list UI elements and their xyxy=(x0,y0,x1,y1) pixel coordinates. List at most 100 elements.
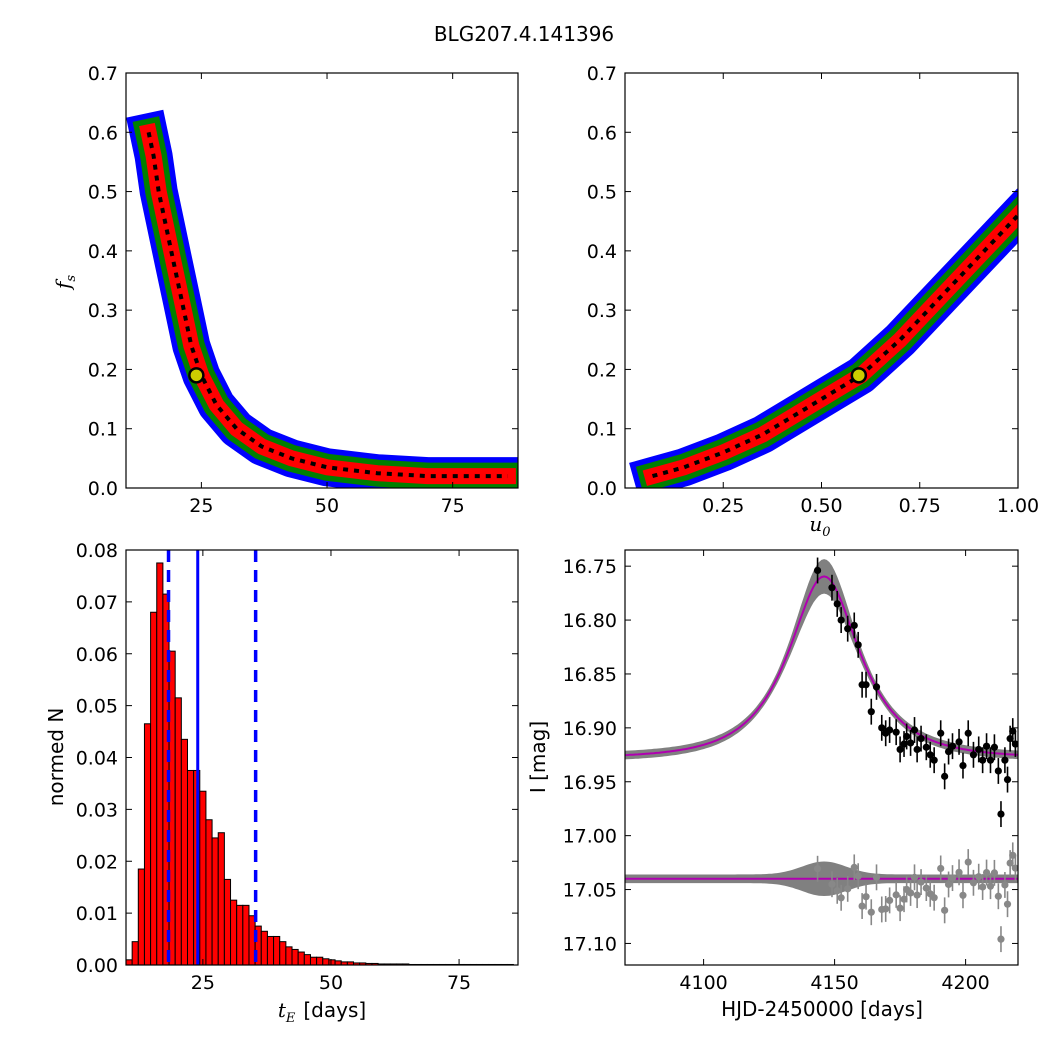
histogram-bar xyxy=(143,723,152,966)
residual-point xyxy=(997,935,1005,943)
figure-title: BLG207.4.141396 xyxy=(434,22,614,46)
residual-point xyxy=(892,891,900,899)
data-point xyxy=(1006,735,1014,743)
y-tick-label: 0.06 xyxy=(76,644,118,666)
plot-area xyxy=(625,557,1018,953)
confidence-regions xyxy=(629,188,1018,488)
histogram-bar xyxy=(316,956,324,966)
data-point xyxy=(994,767,1002,775)
data-point xyxy=(941,772,949,780)
x-axis-label: u0 xyxy=(809,512,830,540)
y-tick-label: 0.4 xyxy=(587,241,617,263)
residual-point xyxy=(979,883,987,891)
residual-point xyxy=(1009,851,1017,859)
residual-point xyxy=(1001,881,1009,889)
y-tick-label: 0.03 xyxy=(76,799,118,821)
histogram-bar xyxy=(217,832,225,966)
residual-point xyxy=(969,879,978,887)
x-tick-label: 25 xyxy=(189,495,213,517)
y-tick-label: 16.75 xyxy=(563,556,617,578)
data-point xyxy=(1009,727,1017,735)
data-point xyxy=(872,683,881,691)
x-axis-label: tE [days] xyxy=(278,998,366,1026)
y-tick-label: 0.6 xyxy=(587,122,617,144)
y-tick-label: 17.05 xyxy=(563,880,617,902)
x-tick-label: 75 xyxy=(447,972,471,994)
histogram-bar xyxy=(236,904,244,966)
histogram-bar xyxy=(334,960,342,966)
scatter-fs-vs-te-panel: 25 50 75 0.0 0.1 0.2 0.3 0.4 0.5 0.6 0.7 fs xyxy=(51,63,519,517)
data-point xyxy=(1003,775,1012,784)
data-point xyxy=(903,732,911,741)
y-tick-label: 0.0 xyxy=(88,478,118,500)
data-point xyxy=(997,810,1005,818)
residual-point xyxy=(910,873,919,881)
residual-point xyxy=(867,908,875,916)
data-point xyxy=(959,761,967,770)
histogram-bar xyxy=(266,935,275,966)
x-tick-label: 1.00 xyxy=(997,495,1039,517)
data-point xyxy=(828,584,836,592)
data-point xyxy=(886,726,894,734)
residual-point xyxy=(886,896,894,905)
confidence-regions xyxy=(126,109,518,488)
x-tick-label: 0.75 xyxy=(899,495,941,517)
data-point xyxy=(878,724,886,732)
residual-point xyxy=(941,906,949,914)
data-point xyxy=(982,742,991,750)
histogram-bar xyxy=(297,951,305,966)
x-axis-label-subscript: E xyxy=(285,1011,296,1026)
histogram-bar xyxy=(150,611,158,966)
x-axis-label-symbol: t xyxy=(278,998,287,1022)
region-2sigma xyxy=(132,116,518,488)
histogram-bar xyxy=(279,941,287,966)
y-tick-label: 0.00 xyxy=(76,955,118,977)
data-point xyxy=(896,745,904,754)
residual-point xyxy=(913,891,921,899)
best-fit-marker xyxy=(188,367,205,384)
x-axis-label: HJD-2450000 [days] xyxy=(721,997,923,1021)
plot-frame xyxy=(624,549,1019,966)
histogram-bar xyxy=(156,562,164,966)
histogram-bar xyxy=(230,899,238,966)
y-tick-label: 0.5 xyxy=(587,182,617,204)
x-tick-label: 0.50 xyxy=(800,495,842,517)
residual-point xyxy=(1006,859,1014,867)
residual-point xyxy=(833,887,841,895)
histogram-bar xyxy=(328,959,336,966)
residual-point xyxy=(872,873,881,881)
data-point xyxy=(844,625,852,633)
y-tick-label: 17.10 xyxy=(563,933,617,955)
data-point xyxy=(867,708,875,716)
x-tick-label: 50 xyxy=(319,972,343,994)
te-histogram-panel: 25 50 75 0.00 0.01 0.02 0.03 0.04 0.05 0.06 0.07 0.… xyxy=(44,540,519,1026)
y-axis-label: I [mag] xyxy=(526,721,550,793)
residual-point xyxy=(975,873,983,881)
y-tick-label: 16.85 xyxy=(563,664,617,686)
y-tick-label: 0.01 xyxy=(76,903,118,925)
residual-point xyxy=(862,893,870,901)
y-tick-label: 0.04 xyxy=(76,748,118,770)
data-point xyxy=(990,743,999,751)
residual-point xyxy=(844,885,852,893)
data-point xyxy=(833,600,841,608)
y-tick-label: 0.7 xyxy=(587,63,617,85)
residual-point xyxy=(964,858,972,866)
y-tick-label: 0.1 xyxy=(88,419,118,441)
residual-point xyxy=(882,905,890,913)
data-point xyxy=(964,729,972,737)
residual-point xyxy=(922,884,930,892)
y-tick-label: 16.90 xyxy=(563,718,617,740)
histogram-bar xyxy=(260,930,268,966)
y-axis-label: normed N xyxy=(44,708,68,807)
y-tick-label: 0.2 xyxy=(587,359,617,381)
residual-point xyxy=(906,889,915,897)
data-point xyxy=(1011,740,1018,748)
data-point xyxy=(900,740,908,748)
data-point xyxy=(930,756,938,764)
data-point xyxy=(969,751,978,759)
light-curve-panel: 4100 4150 4200 16.75 16.80 16.85 16.90 16.95 17.… xyxy=(526,549,1019,1021)
histogram-bar xyxy=(291,948,299,966)
histogram-bar xyxy=(205,819,213,966)
residual-point xyxy=(858,902,866,910)
